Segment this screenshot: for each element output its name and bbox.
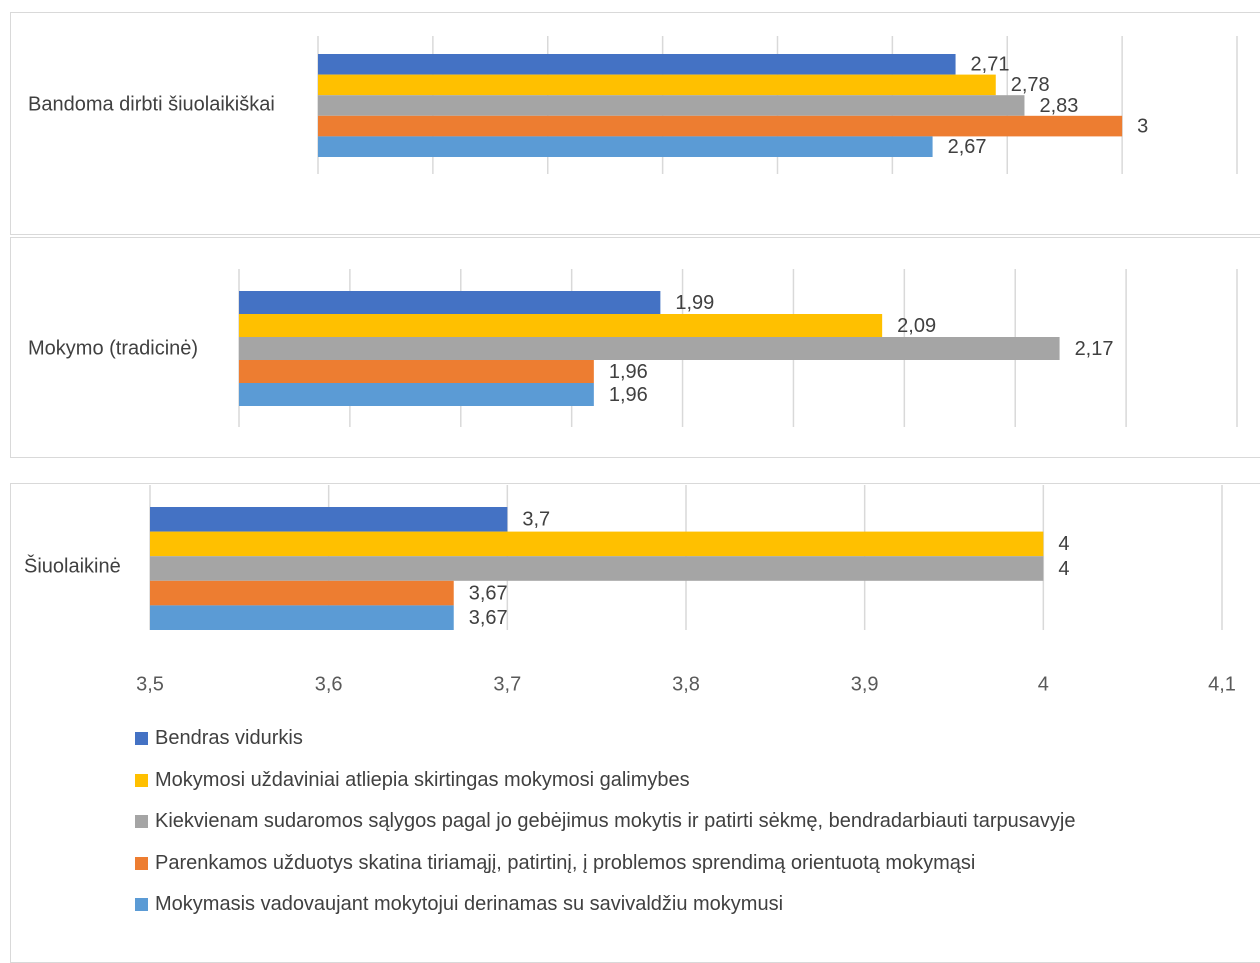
bar xyxy=(239,314,882,337)
data-label: 2,67 xyxy=(948,136,987,158)
data-label: 3 xyxy=(1137,115,1148,137)
data-label: 4 xyxy=(1058,558,1069,580)
x-tick-label: 3,6 xyxy=(315,673,343,695)
legend-label: Mokymasis vadovaujant mokytojui derinama… xyxy=(155,893,783,916)
bar xyxy=(318,95,1024,116)
legend-swatch xyxy=(135,732,148,745)
data-label: 2,78 xyxy=(1011,74,1050,96)
bar xyxy=(239,360,594,383)
data-label: 1,96 xyxy=(609,384,648,406)
data-label: 3,7 xyxy=(522,509,550,531)
data-label: 3,67 xyxy=(469,582,508,604)
data-label: 1,96 xyxy=(609,361,648,383)
category-label: Bandoma dirbti šiuolaikiškai xyxy=(28,93,275,115)
data-label: 2,83 xyxy=(1039,95,1078,117)
bar xyxy=(318,54,956,75)
legend-label: Parenkamos užduotys skatina tiriamąjį, p… xyxy=(155,852,975,875)
bar xyxy=(318,136,933,157)
x-tick-label: 3,5 xyxy=(136,673,164,695)
bar xyxy=(150,581,454,606)
legend-swatch xyxy=(135,857,148,870)
legend-item: Mokymasis vadovaujant mokytojui derinama… xyxy=(135,884,1075,926)
legend-swatch xyxy=(135,774,148,787)
x-tick-label: 4 xyxy=(1038,673,1049,695)
x-tick-label: 3,8 xyxy=(672,673,700,695)
x-tick-label: 3,7 xyxy=(493,673,521,695)
category-label: Mokymo (tradicinė) xyxy=(28,337,198,359)
legend-swatch xyxy=(135,898,148,911)
legend-item: Mokymosi uždaviniai atliepia skirtingas … xyxy=(135,760,1075,802)
data-label: 1,99 xyxy=(675,292,714,314)
x-tick-label: 3,9 xyxy=(851,673,879,695)
legend-swatch xyxy=(135,815,148,828)
bar xyxy=(239,337,1060,360)
bar xyxy=(239,291,660,314)
legend-item: Parenkamos užduotys skatina tiriamąjį, p… xyxy=(135,843,1075,885)
bar xyxy=(150,605,454,630)
legend-label: Kiekvienam sudaromos sąlygos pagal jo ge… xyxy=(155,810,1075,833)
bar xyxy=(150,556,1043,581)
bar xyxy=(150,532,1043,557)
data-label: 2,17 xyxy=(1075,338,1114,360)
category-label: Šiuolaikinė xyxy=(24,554,121,577)
bar xyxy=(150,507,507,532)
data-label: 3,67 xyxy=(469,607,508,629)
bar xyxy=(239,383,594,406)
data-label: 2,09 xyxy=(897,315,936,337)
legend-item: Kiekvienam sudaromos sąlygos pagal jo ge… xyxy=(135,801,1075,843)
legend-label: Mokymosi uždaviniai atliepia skirtingas … xyxy=(155,769,690,792)
data-label: 4 xyxy=(1058,533,1069,555)
bar xyxy=(318,75,996,96)
legend-label: Bendras vidurkis xyxy=(155,727,303,750)
legend-item: Bendras vidurkis xyxy=(135,718,1075,760)
x-tick-label: 4,1 xyxy=(1208,673,1236,695)
bar xyxy=(318,116,1122,137)
chart-legend: Bendras vidurkis Mokymosi uždaviniai atl… xyxy=(135,718,1075,926)
data-label: 2,71 xyxy=(971,54,1010,76)
